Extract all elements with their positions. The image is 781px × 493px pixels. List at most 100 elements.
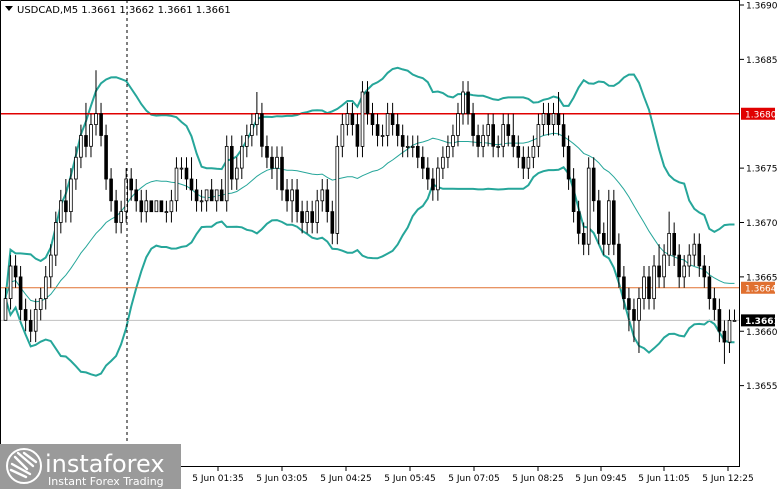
candle: [285, 179, 289, 212]
candle-body: [496, 145, 500, 148]
candle-body: [541, 113, 546, 125]
time-tick-label: 5 Jun 05:45: [384, 474, 435, 484]
candle-body: [461, 91, 465, 115]
candle-body: [632, 309, 636, 321]
candle: [541, 102, 546, 136]
candle: [536, 113, 541, 158]
candle-body: [395, 124, 400, 136]
candle-body: [310, 211, 314, 223]
candle-body: [49, 254, 53, 278]
candle-body: [199, 200, 204, 203]
candle: [481, 124, 485, 158]
price-tick-label: 1.3685: [746, 56, 778, 66]
candle: [345, 102, 350, 136]
time-tick-label: 5 Jun 11:05: [638, 474, 689, 484]
candle: [697, 233, 702, 277]
candle: [310, 200, 314, 234]
candle: [647, 266, 651, 310]
candle-body: [612, 200, 616, 245]
candle-body: [501, 124, 505, 147]
candle-body: [54, 222, 58, 256]
candle-body: [571, 178, 576, 212]
candle-body: [239, 145, 244, 169]
candle: [400, 124, 405, 158]
candle-body: [144, 200, 149, 213]
candle: [486, 113, 490, 147]
candle-body: [420, 156, 425, 169]
candle-body: [370, 113, 375, 125]
collapse-triangle-icon[interactable]: [5, 6, 13, 11]
candle: [164, 200, 169, 223]
candle: [677, 244, 681, 288]
candle: [561, 113, 566, 158]
candle: [340, 113, 345, 158]
candle-body: [451, 135, 455, 147]
candle-body: [622, 276, 626, 299]
candle-body: [265, 145, 269, 158]
candle-body: [104, 135, 108, 180]
candle: [69, 168, 73, 223]
candle-body: [466, 91, 470, 115]
price-tick-label: 1.3675: [746, 165, 778, 175]
candle-body: [250, 124, 254, 136]
candle: [546, 102, 551, 136]
candle: [129, 168, 134, 201]
candle-body: [556, 113, 561, 125]
candle: [556, 92, 561, 136]
candle-body: [320, 189, 325, 202]
candle-body: [597, 200, 601, 234]
candle-body: [260, 113, 264, 147]
candle: [521, 146, 526, 179]
candle-body: [717, 309, 722, 332]
price-tick-label: 1.3655: [746, 382, 778, 392]
candle: [501, 113, 505, 158]
candle: [571, 168, 576, 223]
candle-body: [405, 145, 410, 148]
current-price-label: 1.3661: [745, 317, 780, 327]
candle: [496, 135, 500, 158]
candle-body: [385, 113, 390, 136]
level-price-box: [741, 107, 775, 120]
candle-body: [511, 135, 516, 147]
candle-body: [325, 189, 330, 212]
candle-body: [164, 211, 169, 214]
candle: [8, 255, 13, 310]
candle-body: [275, 156, 279, 169]
candle: [119, 200, 124, 234]
candle-body: [627, 298, 631, 310]
candle: [320, 179, 325, 212]
candle: [566, 135, 571, 190]
candle-body: [340, 124, 345, 147]
candle-body: [446, 145, 450, 158]
candle-body: [581, 232, 586, 245]
candle: [687, 244, 692, 277]
candle-body: [204, 189, 209, 202]
candle-body: [687, 254, 692, 267]
candle: [410, 135, 415, 158]
candle: [637, 287, 641, 353]
candle-body: [244, 135, 249, 147]
candle-body: [682, 265, 686, 278]
candle: [425, 157, 430, 190]
time-tick-label: 5 Jun 07:05: [448, 474, 499, 484]
candle-body: [712, 298, 717, 310]
candle-body: [652, 265, 656, 299]
candle-body: [521, 156, 526, 169]
candle: [350, 102, 355, 136]
candle-body: [642, 276, 646, 299]
candle-body: [13, 265, 18, 278]
level-price-box: [741, 281, 775, 294]
candle-body: [114, 200, 118, 223]
candle-body: [174, 167, 179, 202]
price-axis: 1.36901.36851.36751.36701.36651.36601.36…: [740, 2, 780, 392]
candle-body: [707, 276, 712, 299]
candle-body: [380, 135, 385, 137]
candle: [446, 135, 450, 169]
candle: [315, 189, 319, 234]
candle: [94, 70, 98, 136]
candle: [717, 298, 722, 343]
candle: [275, 146, 279, 190]
candle-body: [94, 113, 98, 125]
candle: [330, 200, 335, 245]
